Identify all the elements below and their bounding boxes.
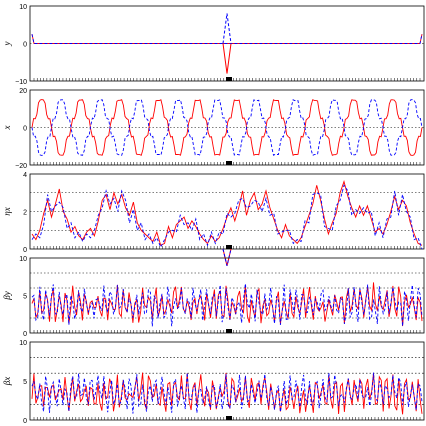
ip-marker	[226, 329, 232, 333]
y-axis-label: ηx	[2, 207, 12, 215]
ip-marker	[226, 245, 232, 249]
series-blue-line	[31, 283, 423, 327]
series-red-line	[31, 372, 423, 415]
spike-red	[222, 43, 232, 74]
spike-blue	[222, 13, 232, 44]
y-tick-label: 0	[23, 331, 27, 338]
ip-marker	[226, 161, 232, 165]
series-red-line	[31, 179, 423, 246]
series-blue-line	[31, 99, 423, 156]
y-axis-label: βy	[2, 291, 12, 300]
spike-red	[222, 248, 232, 266]
series-red-line	[31, 34, 423, 44]
y-tick-label: 0	[23, 42, 27, 49]
y-tick-label: 0	[23, 418, 27, 425]
y-axis-label: x	[2, 126, 12, 131]
y-tick-label: 5	[23, 294, 27, 301]
y-tick-label: 0	[23, 247, 27, 254]
y-tick-label: 2	[23, 210, 27, 217]
y-tick-label: −10	[15, 79, 27, 86]
y-tick-label: 4	[23, 172, 27, 179]
y-tick-label: 5	[23, 379, 27, 386]
spike-blue	[222, 248, 232, 266]
y-axis-label: y	[2, 42, 12, 47]
y-tick-label: −20	[15, 163, 27, 170]
y-tick-label: 10	[19, 256, 27, 263]
series-blue-line	[31, 184, 423, 250]
y-tick-label: 20	[19, 88, 27, 95]
series-red-line	[31, 282, 423, 327]
y-tick-label: 10	[19, 340, 27, 347]
y-tick-label: 0	[23, 126, 27, 133]
series-blue-line	[31, 34, 423, 44]
ip-marker	[226, 77, 232, 81]
series-blue-line	[31, 372, 423, 414]
y-tick-label: 10	[19, 4, 27, 11]
y-axis-label: βx	[2, 377, 12, 386]
ip-marker	[226, 416, 232, 420]
